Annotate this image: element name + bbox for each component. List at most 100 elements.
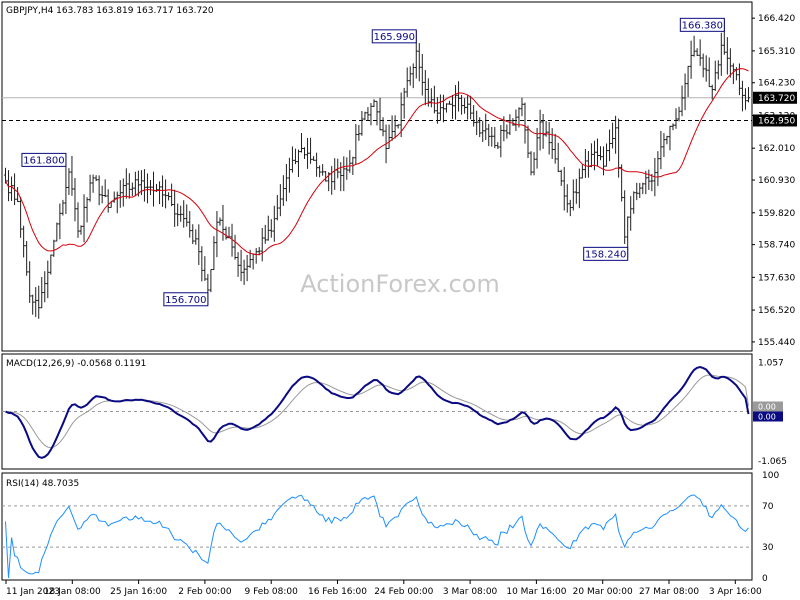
ohlc-bar xyxy=(79,225,83,235)
rsi-panel-frame xyxy=(1,472,753,581)
ohlc-bar xyxy=(710,84,714,100)
rsi-title: RSI(14) 48.7035 xyxy=(6,479,79,489)
ohlc-bar xyxy=(638,182,642,198)
ohlc-bar xyxy=(197,224,201,266)
ohlc-bar xyxy=(496,142,500,149)
price-tag xyxy=(753,114,797,127)
ohlc-bar xyxy=(61,199,65,216)
macd-value-tag xyxy=(753,411,783,422)
price-tag-label: 162.950 xyxy=(758,116,795,126)
ohlc-bar xyxy=(725,37,729,75)
ohlc-bar xyxy=(408,66,412,86)
ohlc-bar xyxy=(698,39,702,66)
macd-value-label: 0.00 xyxy=(758,403,776,412)
ohlc-bar xyxy=(740,80,744,112)
price-tick-label: 162.010 xyxy=(758,144,795,154)
ohlc-bar xyxy=(67,168,71,195)
x-tick-label: 24 Feb 00:00 xyxy=(374,587,433,597)
price-tick-label: 164.230 xyxy=(758,79,795,89)
ohlc-bar xyxy=(366,107,370,121)
ohlc-bar xyxy=(218,217,222,226)
price-tick-label: 157.630 xyxy=(758,273,795,283)
ohlc-bar xyxy=(466,95,470,120)
ohlc-bar xyxy=(541,113,545,149)
price-tick-label: 160.930 xyxy=(758,176,795,186)
ohlc-bar xyxy=(70,155,74,196)
annotation-label: 161.800 xyxy=(23,155,64,166)
ohlc-bar xyxy=(481,120,485,142)
ohlc-bar xyxy=(212,236,216,270)
ohlc-bar xyxy=(743,88,747,110)
ohlc-bar xyxy=(716,60,720,80)
ohlc-bar xyxy=(324,170,328,182)
ohlc-bar xyxy=(194,229,198,245)
ohlc-bar xyxy=(37,285,41,319)
ohlc-bar xyxy=(526,125,530,159)
ohlc-bar xyxy=(595,138,599,167)
macd-tick-label: 1.057 xyxy=(758,359,784,369)
ohlc-bar xyxy=(342,156,346,192)
ohlc-bar xyxy=(148,180,152,196)
ohlc-bar xyxy=(641,182,645,195)
ohlc-bar xyxy=(647,169,651,190)
ohlc-bar xyxy=(296,149,300,178)
ohlc-bar xyxy=(417,43,421,82)
macd-value-label: 0.00 xyxy=(758,413,776,422)
price-title: GBPJPY,H4 163.783 163.819 163.717 163.72… xyxy=(6,6,214,16)
ohlc-bar xyxy=(608,129,612,162)
x-tick-label: 2 Feb 00:00 xyxy=(178,587,232,597)
ohlc-bar xyxy=(393,115,397,139)
ohlc-bar xyxy=(7,170,11,202)
macd-tick-label: -1.065 xyxy=(758,457,787,467)
ohlc-bar xyxy=(215,210,219,258)
ohlc-bar xyxy=(731,63,735,85)
ohlc-bar xyxy=(463,98,467,114)
ohlc-bar xyxy=(644,170,648,195)
ohlc-bar xyxy=(707,57,711,88)
ohlc-bar xyxy=(28,261,32,303)
ohlc-bar xyxy=(182,200,186,228)
ohlc-bar xyxy=(176,203,180,227)
ohlc-bar xyxy=(671,123,675,131)
ohlc-bar xyxy=(746,87,750,103)
ohlc-bar xyxy=(363,111,367,121)
ohlc-bar xyxy=(91,174,95,193)
ohlc-bar xyxy=(629,196,633,231)
ohlc-bar xyxy=(399,92,403,138)
ohlc-bar xyxy=(372,99,376,108)
x-tick-label: 11 Jan 2023 xyxy=(6,587,60,597)
price-annotation: 158.240 xyxy=(583,246,629,261)
ohlc-bar xyxy=(127,173,131,199)
ohlc-bar xyxy=(354,124,358,165)
ohlc-bar xyxy=(49,254,53,275)
price-annotation: 161.800 xyxy=(21,152,67,167)
ohlc-bar xyxy=(46,260,50,299)
ohlc-bar xyxy=(40,276,44,309)
ohlc-bar xyxy=(224,226,228,240)
ohlc-bar xyxy=(31,294,35,315)
annotation-label: 156.700 xyxy=(165,295,206,306)
ohlc-bar xyxy=(318,165,322,178)
ohlc-bar xyxy=(589,143,593,168)
ohlc-bar xyxy=(683,73,687,111)
ohlc-bar xyxy=(402,87,406,119)
ohlc-bar xyxy=(535,127,539,169)
ohlc-bar xyxy=(106,189,110,213)
ohlc-bar xyxy=(614,115,618,154)
ohlc-bar xyxy=(444,103,448,113)
ohlc-bar xyxy=(390,115,394,141)
ohlc-bar xyxy=(203,256,207,281)
ohlc-bar xyxy=(167,192,171,201)
x-tick-label: 9 Feb 08:00 xyxy=(245,587,299,597)
price-annotation: 165.990 xyxy=(371,29,417,44)
ohlc-bar xyxy=(22,225,26,258)
ohlc-bar xyxy=(348,150,352,173)
ohlc-bar xyxy=(550,128,554,159)
ohlc-bar xyxy=(269,219,273,238)
ohlc-bar xyxy=(532,152,536,176)
ohlc-bar xyxy=(514,109,518,131)
ohlc-bar xyxy=(242,259,246,285)
